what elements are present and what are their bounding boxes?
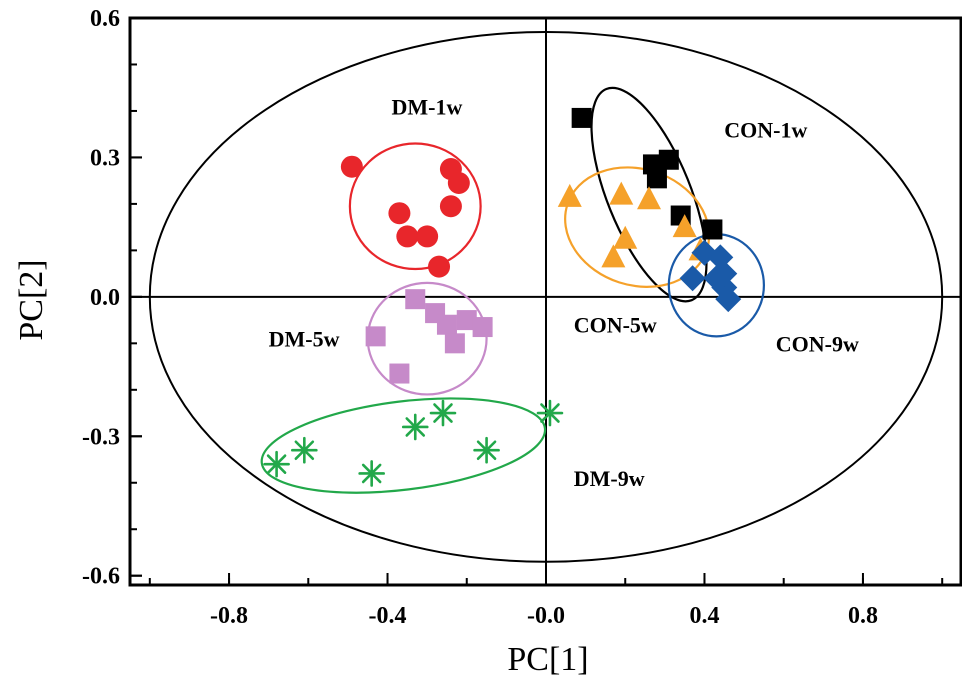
data-point-dm-5w xyxy=(444,333,465,354)
group-label-dm-1w: DM-1w xyxy=(391,94,462,119)
data-point-con-5w xyxy=(601,244,626,268)
x-tick-label: -0.4 xyxy=(369,603,407,629)
group-label-con-9w: CON-9w xyxy=(776,331,859,356)
data-point-dm-1w xyxy=(416,225,439,248)
data-point-dm-5w xyxy=(405,289,426,310)
data-point-dm-9w xyxy=(429,399,457,427)
data-point-con-9w xyxy=(679,265,706,292)
x-tick-label: 0.8 xyxy=(848,603,878,629)
data-point-con-5w xyxy=(609,181,634,205)
data-point-dm-5w xyxy=(472,317,493,338)
data-point-dm-5w xyxy=(436,314,457,335)
y-tick-label: -0.6 xyxy=(82,564,120,590)
data-point-dm-9w xyxy=(401,413,429,441)
group-ellipse-con-1w xyxy=(590,86,708,303)
group-label-con-5w: CON-5w xyxy=(574,313,657,338)
y-tick-label: 0.6 xyxy=(90,6,120,32)
x-tick-label: -0.0 xyxy=(527,603,565,629)
group-ellipse-dm-9w xyxy=(260,397,547,494)
data-point-con-1w xyxy=(702,219,723,240)
data-point-dm-5w xyxy=(365,326,386,347)
y-axis-label: PC[2] xyxy=(13,259,50,340)
y-tick-label: 0.0 xyxy=(90,285,120,311)
data-point-con-9w xyxy=(715,286,742,313)
group-label-dm-9w: DM-9w xyxy=(574,466,645,491)
data-point-dm-1w xyxy=(340,155,363,178)
y-tick-label: 0.3 xyxy=(90,145,120,171)
data-point-dm-1w xyxy=(388,202,411,225)
data-point-dm-9w xyxy=(536,399,564,427)
y-tick-label: -0.3 xyxy=(82,424,120,450)
data-point-dm-9w xyxy=(291,436,318,464)
data-point-con-1w xyxy=(571,107,592,128)
group-label-dm-5w: DM-5w xyxy=(269,327,340,352)
data-point-dm-9w xyxy=(473,436,500,464)
data-point-dm-9w xyxy=(263,450,290,478)
group-ellipse-dm-1w xyxy=(348,142,482,271)
data-point-dm-1w xyxy=(428,255,451,278)
x-tick-label: -0.8 xyxy=(210,603,248,629)
data-point-con-9w xyxy=(711,260,738,287)
x-tick-label: 0.4 xyxy=(689,603,719,629)
x-axis-label: PC[1] xyxy=(507,641,588,678)
data-point-dm-1w xyxy=(439,195,462,218)
data-point-con-5w xyxy=(613,225,638,249)
data-point-con-1w xyxy=(646,168,667,189)
data-point-dm-1w xyxy=(447,171,470,194)
data-point-dm-5w xyxy=(389,363,410,384)
data-point-dm-1w xyxy=(396,225,419,248)
data-point-con-5w xyxy=(557,183,582,207)
data-point-con-5w xyxy=(637,186,662,210)
data-point-con-1w xyxy=(658,149,679,170)
group-label-con-1w: CON-1w xyxy=(724,118,807,143)
data-point-dm-9w xyxy=(358,460,385,487)
data-point-con-5w xyxy=(672,214,697,238)
data-point-dm-5w xyxy=(456,310,477,331)
